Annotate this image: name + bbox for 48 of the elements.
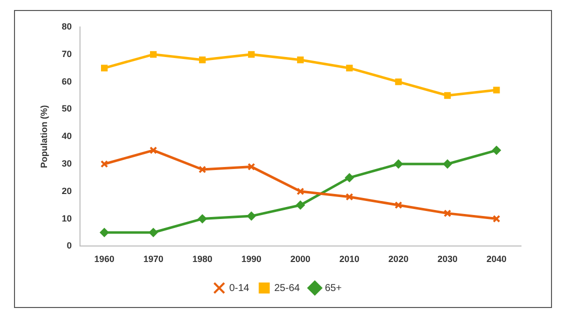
y-axis-title: Population (%): [38, 105, 49, 168]
y-tick-label: 10: [62, 213, 72, 224]
point: [296, 188, 304, 196]
x-tick-label: 2010: [339, 254, 360, 264]
legend-label: 25-64: [274, 282, 300, 294]
point: [395, 78, 402, 86]
y-tick-label: 30: [62, 158, 72, 168]
point: [394, 201, 402, 209]
point: [100, 64, 108, 72]
point: [297, 56, 304, 64]
y-tick-label: 70: [62, 48, 72, 59]
point: [100, 228, 109, 237]
point: [346, 193, 354, 201]
x-tick-label: 1970: [143, 254, 164, 264]
x-tick-label: 2000: [290, 254, 310, 264]
legend-label: 65+: [324, 282, 342, 294]
point: [344, 173, 354, 182]
point: [150, 51, 157, 58]
legend-label: 0-14: [229, 282, 250, 294]
y-tick-label: 20: [62, 186, 72, 196]
point: [199, 56, 206, 64]
point: [248, 162, 256, 171]
point: [198, 214, 207, 224]
point: [198, 166, 206, 174]
point: [394, 160, 403, 168]
x-tick-label: 1960: [94, 254, 114, 264]
point: [246, 212, 256, 221]
point: [148, 228, 158, 237]
point: [444, 92, 451, 99]
y-tick-label: 0: [66, 240, 72, 251]
point: [492, 146, 501, 155]
point: [248, 51, 255, 58]
x-tick-label: 2030: [437, 254, 458, 264]
x-tick-label: 1990: [241, 254, 262, 264]
y-tick-label: 60: [62, 76, 72, 86]
point: [444, 209, 452, 218]
x-tick-label: 1980: [192, 254, 212, 264]
y-tick-label: 40: [62, 131, 72, 142]
point: [442, 160, 452, 168]
point: [493, 86, 500, 94]
y-tick-label: 50: [62, 104, 72, 114]
x-tick-label: 2040: [486, 254, 507, 264]
point: [346, 64, 353, 72]
point: [492, 214, 500, 223]
y-tick-label: 80: [62, 21, 72, 32]
point: [150, 146, 158, 154]
point: [296, 200, 305, 210]
x-tick-label: 2020: [388, 254, 408, 264]
